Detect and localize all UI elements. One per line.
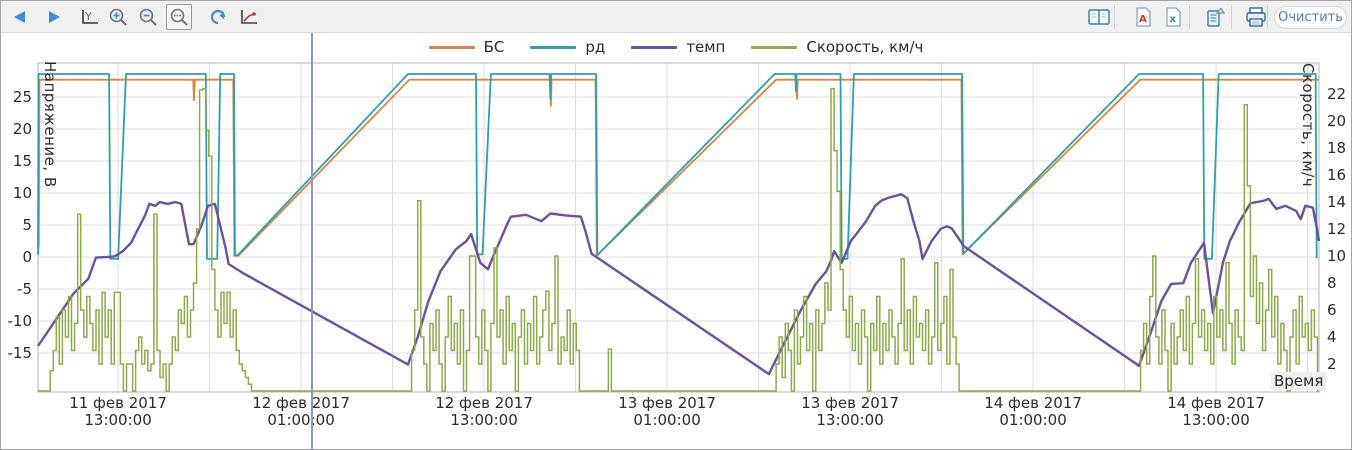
pdf-file-icon: A [1135,7,1151,27]
arrow-right-icon [49,11,60,23]
svg-text:12: 12 [1327,220,1346,238]
legend-item-bs[interactable]: БС [428,38,505,56]
chart-cursor[interactable] [311,31,313,449]
y-right-axis-title: Скорость, км/ч [1299,63,1317,188]
svg-text:20: 20 [13,120,32,138]
svg-text:6: 6 [1327,301,1337,319]
svg-text:14: 14 [1327,193,1346,211]
svg-text:10: 10 [13,184,32,202]
legend-swatch [751,45,798,49]
svg-text:20: 20 [1327,112,1346,130]
report-button[interactable] [1086,4,1112,30]
export-excel-button[interactable]: x [1160,4,1186,30]
y-axis-icon: Y [82,10,98,24]
page-arrow-icon [1207,7,1225,27]
svg-text:25: 25 [13,88,32,106]
excel-file-icon: x [1165,7,1181,27]
legend-swatch [428,45,475,49]
forward-button[interactable] [41,4,67,30]
grid [38,63,1319,392]
series-speed [38,87,1319,392]
svg-text:2: 2 [1327,355,1337,373]
svg-text:0: 0 [22,248,32,266]
zoom-in-button[interactable] [105,4,131,30]
back-button[interactable] [7,4,33,30]
legend-label: БС [483,38,505,56]
print-button[interactable] [1243,4,1269,30]
arrow-left-icon [14,11,25,23]
magnifier-minus-icon [139,8,157,26]
legend-label: темп [686,38,726,56]
chart-toolbar: Y [1,1,1351,33]
svg-text:22: 22 [1327,85,1346,103]
y-left-axis-title: Напряжение, В [41,61,59,188]
svg-text:16: 16 [1327,166,1346,184]
magnifier-plus-icon [109,8,127,26]
legend-label: Скорость, км/ч [806,38,924,56]
y-left-tick-labels: -15 -10 -5 0 5 10 15 20 25 [8,88,33,362]
series-bs [37,78,1319,257]
zoom-out-button[interactable] [135,4,161,30]
svg-text:-15: -15 [8,344,33,362]
svg-text:10: 10 [1327,247,1346,265]
book-icon [1088,9,1110,25]
plot-border [37,62,1320,393]
toolbar-separator [1114,5,1115,29]
x-axis-title: Время [1271,372,1327,390]
printer-icon [1246,7,1266,27]
copy-data-button[interactable] [1202,4,1228,30]
export-pdf-button[interactable]: A [1130,4,1156,30]
legend-swatch [530,45,577,49]
clear-button[interactable]: Очистить [1274,6,1347,29]
svg-text:8: 8 [1327,274,1337,292]
chart-settings-button[interactable] [236,4,262,30]
zoom-reset-button[interactable] [166,4,192,30]
series-rd [37,73,1318,260]
toolbar-separator [1231,5,1232,29]
refresh-icon [210,9,226,25]
axis-chart-icon [241,10,257,24]
toolbar-separator [1267,5,1268,29]
svg-text:15: 15 [13,152,32,170]
y-right-tick-labels: 2 4 6 8 10 12 14 16 18 20 22 [1327,85,1346,373]
toolbar-separator [1189,5,1190,29]
legend-label: рд [585,38,606,56]
refresh-button[interactable] [205,4,231,30]
series-temp [37,193,1321,376]
svg-text:-10: -10 [8,312,33,330]
chart-legend: БС рд темп Скорость, км/ч [1,37,1351,57]
svg-text:x: x [1169,14,1176,25]
svg-text:5: 5 [22,216,32,234]
legend-swatch [631,45,678,49]
svg-text:4: 4 [1327,328,1337,346]
y-axis-scale-button[interactable]: Y [77,4,103,30]
svg-text:-5: -5 [17,280,32,298]
legend-item-temp[interactable]: темп [631,38,725,56]
legend-item-speed[interactable]: Скорость, км/ч [751,38,923,56]
legend-item-rd[interactable]: рд [530,38,605,56]
svg-text:18: 18 [1327,139,1346,157]
svg-text:Y: Y [84,10,92,23]
magnifier-dots-icon [170,8,188,26]
x-tick-labels: 11 фев 2017 13:00:00 12 фев 2017 01:00:00 12… [69,394,1265,429]
svg-text:A: A [1139,14,1147,25]
